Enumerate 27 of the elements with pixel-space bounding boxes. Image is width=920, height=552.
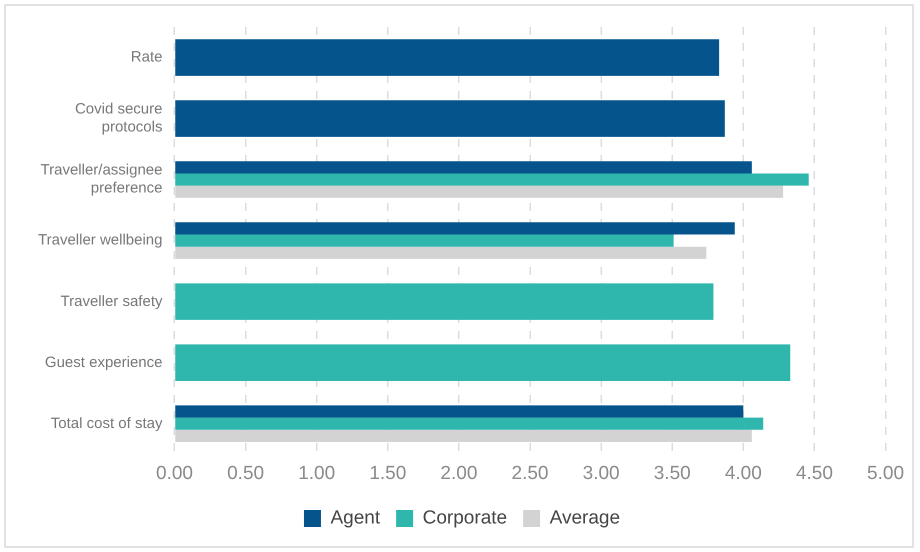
x-tick-label: 2.50 bbox=[512, 462, 548, 484]
y-tick-label: Rate bbox=[130, 48, 162, 66]
x-tick-label: 4.00 bbox=[724, 462, 762, 484]
x-tick-label: 0.00 bbox=[156, 462, 193, 484]
legend-label: Agent bbox=[330, 508, 381, 529]
bar bbox=[175, 234, 674, 247]
y-tick-label: Traveller/assignee preference bbox=[40, 162, 162, 197]
y-tick-label: Traveller safety bbox=[60, 292, 163, 310]
bar bbox=[175, 418, 764, 430]
x-tick-label: 3.50 bbox=[654, 462, 691, 484]
x-tick-label: 1.50 bbox=[369, 462, 406, 484]
y-tick-label: Guest experience bbox=[44, 354, 162, 371]
y-tick-label: Covid secure protocols bbox=[74, 100, 162, 136]
bar bbox=[175, 222, 735, 234]
x-tick-label: 1.00 bbox=[298, 462, 336, 484]
x-tick-label: 0.50 bbox=[227, 462, 264, 484]
x-tick-label: 5.00 bbox=[867, 462, 904, 484]
x-tick-label: 2.00 bbox=[440, 462, 478, 484]
legend-label: Average bbox=[550, 508, 620, 529]
y-tick-label: Traveller wellbeing bbox=[38, 232, 162, 249]
legend-label: Corporate bbox=[422, 508, 508, 529]
bar bbox=[175, 161, 752, 174]
x-tick-label: 4.50 bbox=[796, 462, 833, 484]
y-tick-label: Total cost of stay bbox=[50, 414, 163, 432]
bar bbox=[175, 405, 744, 418]
bar bbox=[175, 173, 809, 186]
x-tick-label: 3.00 bbox=[582, 462, 620, 484]
